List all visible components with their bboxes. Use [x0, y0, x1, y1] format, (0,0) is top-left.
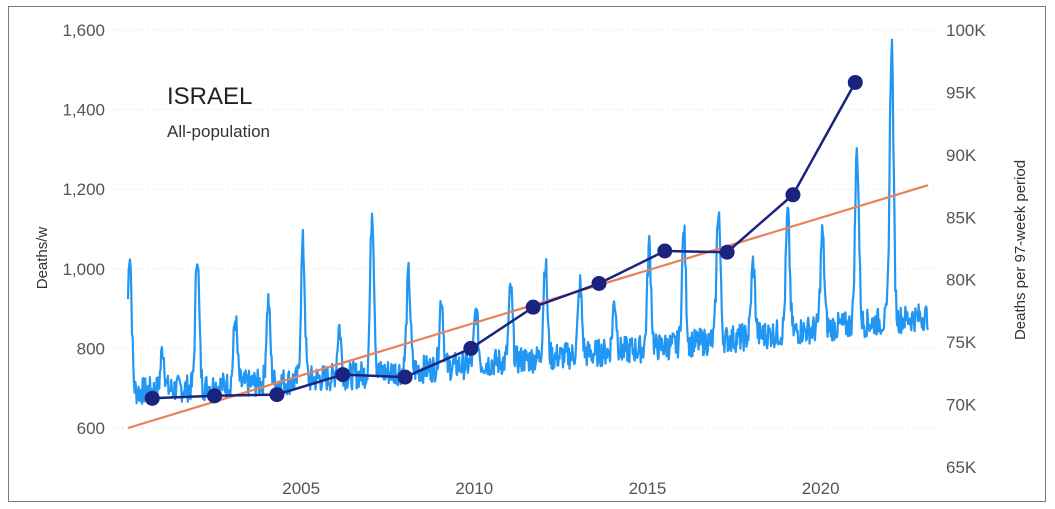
- right-axis-title: Deaths per 97-week period: [1012, 160, 1029, 340]
- left-axis-ticks: 600 800 1,000 1,200 1,400 1,600: [62, 21, 105, 438]
- y2-tick-label: 100K: [946, 21, 986, 40]
- period-point: [785, 187, 801, 203]
- period-point: [144, 390, 160, 406]
- period-point: [207, 388, 223, 404]
- x-axis-ticks: 2005 2010 2015 2020: [282, 479, 839, 498]
- chart-title: ISRAEL: [167, 83, 252, 110]
- y-tick-label: 800: [77, 339, 105, 358]
- right-axis-ticks: 65K 70K 75K 80K 85K 90K 95K 100K: [946, 21, 986, 477]
- y-tick-label: 600: [77, 419, 105, 438]
- y-tick-label: 1,200: [62, 180, 105, 199]
- y-tick-label: 1,600: [62, 21, 105, 40]
- y2-tick-label: 70K: [946, 396, 977, 415]
- period-point: [335, 367, 351, 383]
- period-point: [525, 299, 541, 315]
- period-point: [719, 244, 735, 260]
- x-tick-label: 2010: [455, 479, 493, 498]
- left-axis-title: Deaths/w: [34, 227, 51, 290]
- period-point: [397, 369, 413, 385]
- chart-frame: [8, 6, 1046, 502]
- y2-tick-label: 75K: [946, 333, 977, 352]
- period-point: [463, 340, 479, 356]
- x-tick-label: 2020: [802, 479, 840, 498]
- chart-subtitle: All-population: [167, 122, 270, 141]
- y2-tick-label: 80K: [946, 271, 977, 290]
- y2-tick-label: 85K: [946, 208, 977, 227]
- y2-tick-label: 65K: [946, 458, 977, 477]
- period-point: [657, 243, 673, 259]
- x-tick-label: 2015: [629, 479, 667, 498]
- y2-tick-label: 95K: [946, 83, 977, 102]
- period-point: [847, 74, 863, 90]
- y-tick-label: 1,000: [62, 260, 105, 279]
- y-tick-label: 1,400: [62, 101, 105, 120]
- period-point: [269, 387, 285, 403]
- period-deaths-line: [152, 81, 857, 400]
- y2-tick-label: 90K: [946, 146, 977, 165]
- period-deaths-series: [144, 74, 863, 406]
- x-tick-label: 2005: [282, 479, 320, 498]
- period-point: [591, 275, 607, 291]
